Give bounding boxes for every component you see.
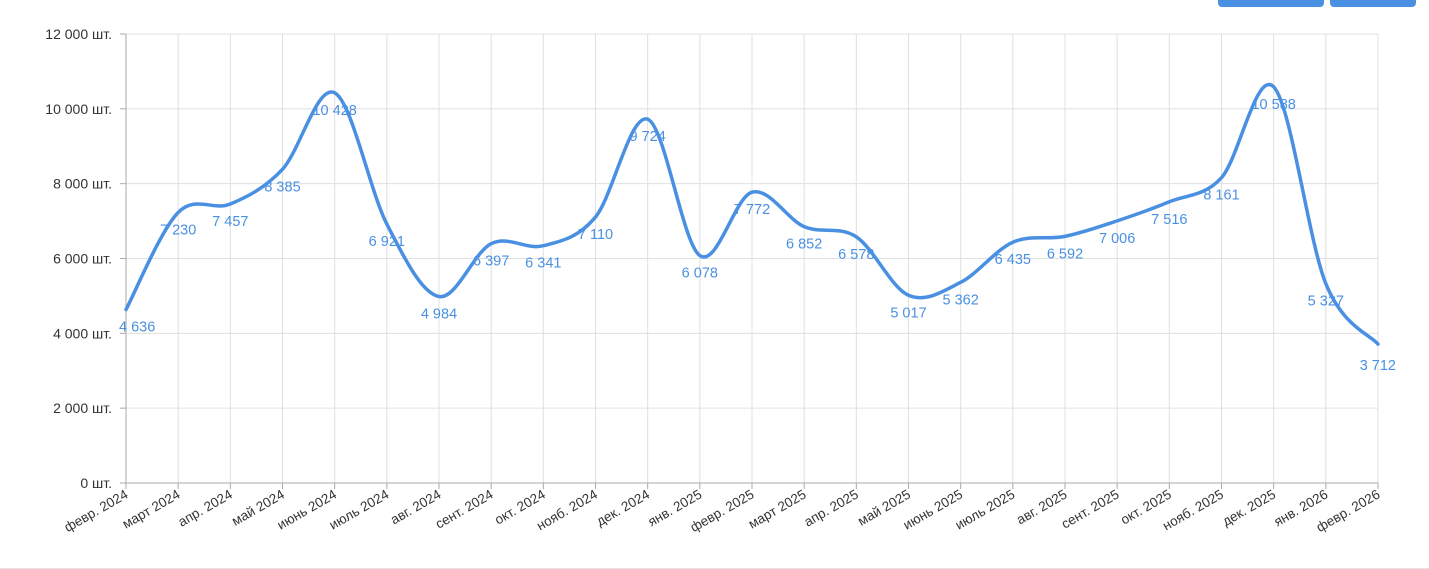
x-tick-label: сент. 2024: [433, 486, 496, 531]
y-tick-label: 8 000 шт.: [53, 176, 112, 192]
y-tick-label: 4 000 шт.: [53, 325, 112, 341]
data-label: 9 724: [630, 129, 666, 145]
grid: [125, 33, 1379, 484]
data-label: 10 428: [312, 103, 356, 119]
data-label: 6 921: [369, 234, 405, 250]
x-tick-label: апр. 2025: [801, 487, 860, 530]
data-label: 6 397: [473, 254, 509, 270]
data-label: 6 435: [995, 252, 1031, 268]
data-label: 7 457: [212, 214, 248, 230]
data-label: 7 772: [734, 202, 770, 218]
data-label: 6 341: [525, 256, 561, 272]
data-label: 6 852: [786, 237, 822, 253]
axes: [120, 33, 1379, 489]
y-axis-ticks: 0 шт. 2 000 шт. 4 000 шт. 6 000 шт. 8 000 шт…: [45, 26, 112, 491]
data-label: 7 230: [160, 222, 196, 238]
data-label: 5 017: [890, 305, 926, 321]
y-tick-label: 12 000 шт.: [45, 26, 112, 42]
x-tick-label: март 2025: [746, 487, 809, 532]
x-tick-label: февр. 2024: [62, 486, 131, 535]
x-tick-label: дек. 2024: [594, 486, 653, 529]
data-label: 4 636: [119, 320, 155, 336]
data-label: 4 984: [421, 307, 457, 323]
y-tick-label: 2 000 шт.: [53, 400, 112, 416]
toolbar-button-1[interactable]: [1218, 0, 1324, 7]
x-tick-label: июль 2024: [327, 486, 392, 532]
x-tick-label: сент. 2025: [1059, 487, 1122, 532]
data-label: 7 006: [1099, 231, 1135, 247]
data-label: 8 385: [264, 179, 300, 195]
series-line: [124, 82, 1380, 346]
x-tick-label: июль 2025: [953, 487, 1018, 533]
x-tick-label: апр. 2024: [175, 486, 235, 529]
data-label: 7 516: [1151, 212, 1187, 228]
y-tick-label: 6 000 шт.: [53, 251, 112, 267]
y-tick-label: 10 000 шт.: [45, 101, 112, 117]
x-tick-label: дек. 2025: [1220, 487, 1278, 529]
data-label: 6 578: [838, 247, 874, 263]
series: [124, 82, 1380, 346]
data-label: 6 078: [682, 266, 718, 282]
data-label: 3 712: [1360, 358, 1396, 374]
data-labels: 4 636 7 230 7 457 8 385 10 428 6 921 4 984 6 39…: [119, 97, 1396, 374]
data-label: 10 588: [1251, 97, 1295, 113]
data-label: 8 161: [1203, 188, 1239, 204]
data-label: 6 592: [1047, 246, 1083, 262]
data-label: 7 110: [578, 227, 613, 243]
y-tick-label: 0 шт.: [80, 475, 112, 491]
data-label: 5 327: [1308, 294, 1344, 310]
x-tick-label: март 2024: [120, 486, 183, 531]
data-label: 5 362: [943, 292, 979, 308]
toolbar-button-2[interactable]: [1330, 0, 1416, 7]
